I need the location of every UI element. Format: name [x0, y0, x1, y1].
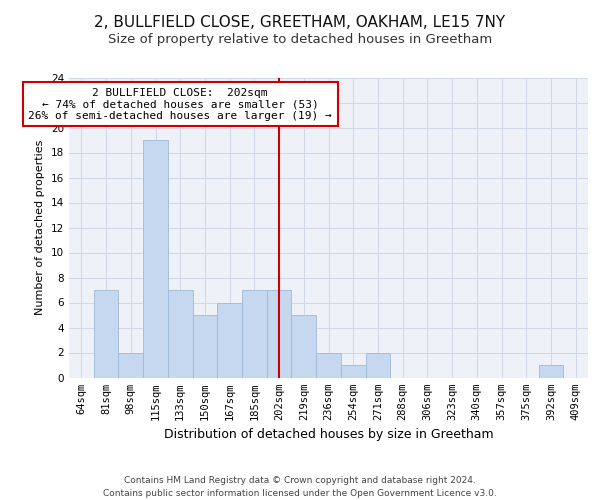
Bar — [365, 352, 390, 378]
Text: Size of property relative to detached houses in Greetham: Size of property relative to detached ho… — [108, 32, 492, 46]
Bar — [292, 315, 316, 378]
Text: Contains HM Land Registry data © Crown copyright and database right 2024.
Contai: Contains HM Land Registry data © Crown c… — [103, 476, 497, 498]
Bar — [168, 290, 193, 378]
Bar — [267, 290, 292, 378]
Text: 2, BULLFIELD CLOSE, GREETHAM, OAKHAM, LE15 7NY: 2, BULLFIELD CLOSE, GREETHAM, OAKHAM, LE… — [94, 15, 506, 30]
Bar — [539, 365, 563, 378]
Text: 2 BULLFIELD CLOSE:  202sqm
← 74% of detached houses are smaller (53)
26% of semi: 2 BULLFIELD CLOSE: 202sqm ← 74% of detac… — [28, 88, 332, 120]
Bar — [94, 290, 118, 378]
Bar — [193, 315, 217, 378]
Bar — [242, 290, 267, 378]
Bar — [316, 352, 341, 378]
Bar — [118, 352, 143, 378]
Bar — [217, 302, 242, 378]
Y-axis label: Number of detached properties: Number of detached properties — [35, 140, 46, 315]
Bar — [341, 365, 365, 378]
X-axis label: Distribution of detached houses by size in Greetham: Distribution of detached houses by size … — [164, 428, 493, 441]
Bar — [143, 140, 168, 378]
